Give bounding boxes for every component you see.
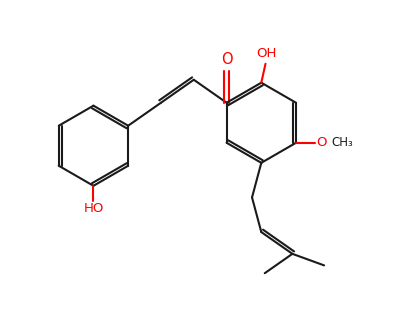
Text: O: O xyxy=(220,52,232,67)
Text: HO: HO xyxy=(83,202,103,215)
Text: OH: OH xyxy=(255,47,276,59)
Text: CH₃: CH₃ xyxy=(331,136,353,149)
Text: O: O xyxy=(316,136,326,149)
